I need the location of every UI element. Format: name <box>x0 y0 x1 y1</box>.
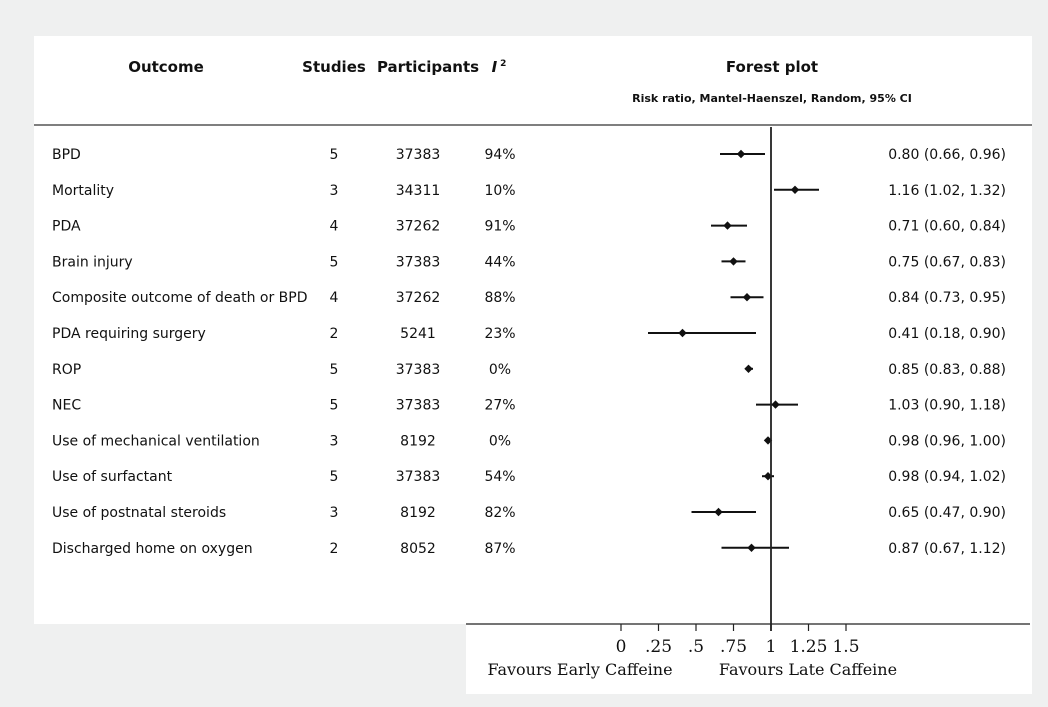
x-tick-label: 0 <box>616 637 627 657</box>
outcome-label: BPD <box>52 147 81 163</box>
i2-value: 87% <box>484 541 515 557</box>
studies-value: 4 <box>330 290 339 306</box>
outcome-label: Use of postnatal steroids <box>52 505 226 521</box>
effect-estimate-label: 0.85 (0.83, 0.88) <box>888 362 1006 378</box>
effect-estimate-label: 1.03 (0.90, 1.18) <box>888 398 1006 414</box>
outcome-label: PDA requiring surgery <box>52 326 206 342</box>
outcome-label: Composite outcome of death or BPD <box>52 290 308 306</box>
point-estimate <box>678 328 687 338</box>
outcome-label: Brain injury <box>52 254 133 270</box>
i2-value: 0% <box>489 433 511 449</box>
effect-estimate-label: 0.75 (0.67, 0.83) <box>888 254 1006 270</box>
participants-value: 8052 <box>400 541 436 557</box>
studies-value: 3 <box>330 433 339 449</box>
effect-estimate-label: 0.71 (0.60, 0.84) <box>888 219 1006 235</box>
point-estimate <box>771 400 780 409</box>
participants-value: 37383 <box>396 398 441 414</box>
studies-value: 5 <box>330 254 339 270</box>
x-tick-label: .75 <box>720 637 747 657</box>
outcome-label: Use of mechanical ventilation <box>52 433 260 449</box>
x-tick-label: 1 <box>766 637 777 657</box>
participants-value: 8192 <box>400 505 436 521</box>
point-estimate <box>736 149 746 159</box>
outcome-label: Mortality <box>52 183 114 199</box>
studies-value: 2 <box>330 541 339 557</box>
effect-estimate-label: 0.84 (0.73, 0.95) <box>888 290 1006 306</box>
point-estimate <box>714 507 723 517</box>
point-estimate <box>723 221 732 230</box>
i2-value: 0% <box>489 362 511 378</box>
participants-value: 34311 <box>396 183 441 199</box>
participants-value: 8192 <box>400 433 436 449</box>
studies-value: 5 <box>330 398 339 414</box>
outcome-label: NEC <box>52 398 81 414</box>
table-rows: BPD 5 37383 94% 0.80 (0.66, 0.96) Mortality 3 3… <box>52 147 1006 557</box>
forest-marks <box>648 149 819 552</box>
effect-estimate-label: 0.98 (0.96, 1.00) <box>888 433 1006 449</box>
i2-value: 54% <box>484 469 515 485</box>
effect-estimate-label: 0.41 (0.18, 0.90) <box>888 326 1006 342</box>
effect-estimate-label: 0.80 (0.66, 0.96) <box>888 147 1006 163</box>
favours-late-label: Favours Late Caffeine <box>719 660 897 679</box>
i2-value: 10% <box>484 183 515 199</box>
participants-value: 37383 <box>396 469 441 485</box>
x-tick-label: .5 <box>688 637 704 657</box>
participants-value: 37383 <box>396 147 441 163</box>
point-estimate <box>744 364 753 373</box>
header-method: Risk ratio, Mantel-Haenszel, Random, 95%… <box>632 92 912 105</box>
effect-estimate-label: 0.87 (0.67, 1.12) <box>888 541 1006 557</box>
studies-value: 3 <box>330 505 339 521</box>
participants-value: 37383 <box>396 254 441 270</box>
x-tick-label: 1.25 <box>790 637 828 657</box>
i2-value: 91% <box>484 219 515 235</box>
participants-value: 37383 <box>396 362 441 378</box>
studies-value: 5 <box>330 147 339 163</box>
header-i2-base: I <box>492 58 498 76</box>
i2-value: 82% <box>484 505 515 521</box>
point-estimate <box>790 185 800 194</box>
header-forest-plot: Forest plot <box>726 58 818 76</box>
x-tick-label: 1.5 <box>832 637 859 657</box>
outcome-label: Use of surfactant <box>52 469 173 485</box>
participants-value: 37262 <box>396 290 441 306</box>
i2-value: 23% <box>484 326 515 342</box>
participants-value: 5241 <box>400 326 436 342</box>
studies-value: 4 <box>330 219 339 235</box>
studies-value: 3 <box>330 183 339 199</box>
outcome-label: PDA <box>52 219 81 235</box>
outcome-label: Discharged home on oxygen <box>52 541 253 557</box>
participants-value: 37262 <box>396 219 441 235</box>
header-studies: Studies <box>302 58 366 76</box>
outcome-label: ROP <box>52 362 81 378</box>
header-i2-superscript: 2 <box>500 59 506 69</box>
i2-value: 27% <box>484 398 515 414</box>
point-estimate <box>742 293 752 302</box>
table-panel <box>34 36 1032 624</box>
point-estimate <box>747 543 756 552</box>
effect-estimate-label: 0.65 (0.47, 0.90) <box>888 505 1006 521</box>
effect-estimate-label: 0.98 (0.94, 1.02) <box>888 469 1006 485</box>
studies-value: 5 <box>330 362 339 378</box>
i2-value: 88% <box>484 290 515 306</box>
axis-panel <box>466 624 1032 694</box>
favours-early-label: Favours Early Caffeine <box>487 660 672 679</box>
header-participants: Participants <box>377 58 479 76</box>
studies-value: 2 <box>330 326 339 342</box>
studies-value: 5 <box>330 469 339 485</box>
point-estimate <box>729 257 738 266</box>
i2-value: 44% <box>484 254 515 270</box>
x-tick-label: .25 <box>645 637 672 657</box>
x-axis-ticks: 0 .25 .5 .75 1 1.25 1.5 <box>616 624 860 657</box>
effect-estimate-label: 1.16 (1.02, 1.32) <box>888 183 1006 199</box>
i2-value: 94% <box>484 147 515 163</box>
header-outcome: Outcome <box>128 58 204 76</box>
